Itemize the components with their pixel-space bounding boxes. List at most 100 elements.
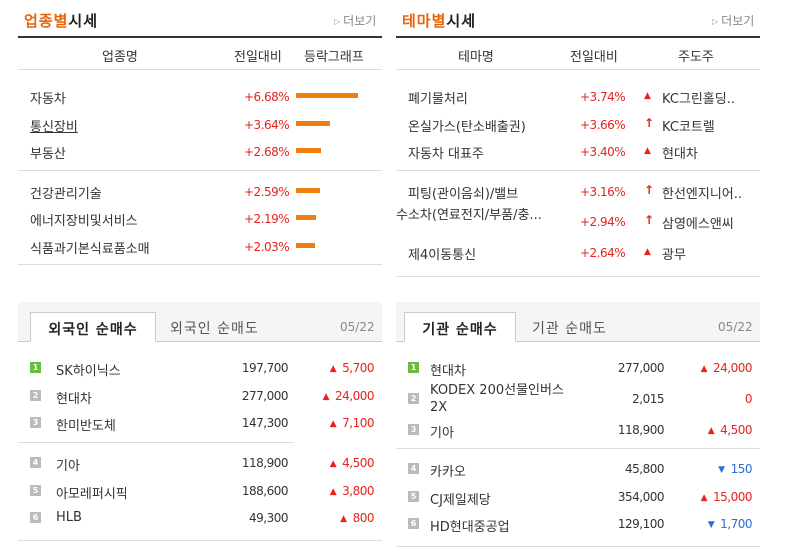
industry-name[interactable]: 자동차 [30,92,66,107]
tab-institution-sell[interactable]: 기관 순매도 [532,321,607,337]
stock-change: ▲ 4,500 [707,423,753,437]
col-leader: 주도주 [678,50,714,65]
list-item[interactable]: 2 현대차 277,000 ▲ 24,000 [18,386,382,408]
tab-foreign-buy[interactable]: 외국인 순매수 [30,312,156,342]
theme-row[interactable]: 피팅(관이음쇠)/밸브 +3.16% ↑ 한선엔지니어.. [396,181,760,203]
up-triangle-icon: ▲ [329,364,337,374]
theme-leader[interactable]: KC코트렐 [662,120,715,135]
theme-name[interactable]: 제4이동통신 [408,248,477,263]
chevron-right-icon: ▷ [334,17,341,26]
stock-change: ▲ 3,800 [329,484,375,498]
industry-panel: 업종별시세 ▷ 더보기 업종명 전일대비 등락그래프 자동차 +6.68% 통신장… [18,0,382,290]
col-graph: 등락그래프 [304,50,364,65]
theme-row[interactable]: 온실가스(탄소배출권) +3.66% ↑ KC코트렐 [396,114,760,136]
industry-row[interactable]: 식품과기본식료품소매 +2.03% [18,236,382,258]
stock-name[interactable]: 현대차 [56,392,92,407]
industry-more-link[interactable]: ▷ 더보기 [334,14,377,28]
stock-change: ▲ 7,100 [329,416,375,430]
stock-change: ▲ 24,000 [322,389,375,403]
list-item[interactable]: 6 HLB 49,300 ▲ 800 [18,508,382,530]
industry-name[interactable]: 부동산 [30,147,66,162]
theme-row[interactable]: 수소차(연료전지/부품/충... +2.94% ↑ 삼영에스앤씨 [396,205,760,239]
industry-change: +3.64% [244,118,290,132]
tab-foreign-sell[interactable]: 외국인 순매도 [170,321,259,337]
list-item[interactable]: 3 한미반도체 147,300 ▲ 7,100 [18,413,382,435]
divider [18,540,382,541]
theme-name[interactable]: 피팅(관이음쇠)/밸브 [408,187,519,202]
theme-leader[interactable]: 한선엔지니어.. [662,187,743,202]
stock-name[interactable]: CJ제일제당 [430,493,491,508]
col-change: 전일대비 [234,50,282,65]
industry-bar [296,148,321,153]
rank-badge: 1 [408,362,419,373]
up-arrow-icon: ↑ [644,116,655,130]
theme-name[interactable]: 자동차 대표주 [408,147,484,162]
industry-name[interactable]: 식품과기본식료품소매 [30,242,150,257]
industry-row[interactable]: 자동차 +6.68% [18,86,382,108]
stock-name[interactable]: HD현대중공업 [430,520,510,535]
list-item[interactable]: 1 SK하이닉스 197,700 ▲ 5,700 [18,358,382,380]
stock-name[interactable]: HLB [56,510,82,525]
industry-title[interactable]: 업종별시세 [24,12,99,30]
stock-name[interactable]: 기아 [430,426,454,441]
stock-name[interactable]: 한미반도체 [56,419,116,434]
list-item[interactable]: 6 HD현대중공업 129,100 ▼ 1,700 [396,514,760,536]
list-item[interactable]: 1 현대차 277,000 ▲ 24,000 [396,358,760,380]
theme-table-header: 테마명 전일대비 주도주 [396,36,760,70]
industry-bar [296,215,316,220]
stock-price: 188,600 [241,484,289,498]
list-item[interactable]: 5 아모레퍼시픽 188,600 ▲ 3,800 [18,481,382,503]
theme-title[interactable]: 테마별시세 [402,12,477,30]
list-item[interactable]: 3 기아 118,900 ▲ 4,500 [396,420,760,442]
industry-name[interactable]: 건강관리기술 [30,187,102,202]
theme-row[interactable]: 자동차 대표주 +3.40% ▲ 현대차 [396,141,760,163]
theme-name[interactable]: 수소차(연료전지/부품/충... [396,208,542,223]
theme-leader[interactable]: 현대차 [662,147,698,162]
industry-row[interactable]: 건강관리기술 +2.59% [18,181,382,203]
list-item[interactable]: 4 기아 118,900 ▲ 4,500 [18,453,382,475]
stock-change: 0 [744,392,753,406]
col-theme-name: 테마명 [458,50,494,65]
stock-name[interactable]: 기아 [56,459,80,474]
industry-row[interactable]: 통신장비 +3.64% [18,114,382,136]
theme-leader[interactable]: 광무 [662,248,686,263]
rank-badge: 2 [408,393,419,404]
list-item[interactable]: 2 KODEX 200선물인버스 2X 2,015 0 [396,382,760,416]
foreign-panel: 외국인 순매수 외국인 순매도 05/22 1 SK하이닉스 197,700 ▲… [18,0,382,552]
up-triangle-icon: ▲ [700,364,708,374]
theme-row[interactable]: 폐기물처리 +3.74% ▲ KC그린홀딩.. [396,86,760,108]
down-triangle-icon: ▼ [718,465,725,475]
theme-name[interactable]: 폐기물처리 [408,92,468,107]
theme-more-link[interactable]: ▷ 더보기 [712,14,755,28]
industry-name[interactable]: 에너지장비및서비스 [30,214,138,229]
divider [18,264,382,265]
industry-change: +2.68% [244,145,290,159]
up-triangle-icon: ▲ [340,514,347,524]
theme-change: +2.94% [580,215,626,229]
list-item[interactable]: 5 CJ제일제당 354,000 ▲ 15,000 [396,487,760,509]
up-triangle-icon: ▲ [644,146,651,156]
stock-price: 147,300 [241,416,289,430]
industry-row[interactable]: 부동산 +2.68% [18,141,382,163]
up-arrow-icon: ↑ [644,183,655,197]
rank-badge: 3 [408,424,419,435]
tab-institution-buy[interactable]: 기관 순매수 [404,312,516,342]
industry-row[interactable]: 에너지장비및서비스 +2.19% [18,208,382,230]
stock-name[interactable]: KODEX 200선물인버스 2X [430,383,564,415]
foreign-date: 05/22 [340,320,375,334]
stock-name[interactable]: 현대차 [430,364,466,379]
stock-name[interactable]: SK하이닉스 [56,364,121,379]
theme-name[interactable]: 온실가스(탄소배출권) [408,120,526,135]
list-item[interactable]: 4 카카오 45,800 ▼ 150 [396,459,760,481]
up-triangle-icon: ▲ [329,459,337,469]
stock-name[interactable]: 카카오 [430,465,466,480]
theme-change: +3.74% [580,90,626,104]
rank-badge: 2 [30,390,41,401]
theme-leader[interactable]: 삼영에스앤씨 [662,217,734,232]
stock-name[interactable]: 아모레퍼시픽 [56,487,128,502]
industry-bar [296,188,320,193]
theme-row[interactable]: 제4이동통신 +2.64% ▲ 광무 [396,242,760,264]
rank-badge: 4 [30,457,41,468]
industry-name[interactable]: 통신장비 [30,120,78,135]
theme-leader[interactable]: KC그린홀딩.. [662,92,735,107]
